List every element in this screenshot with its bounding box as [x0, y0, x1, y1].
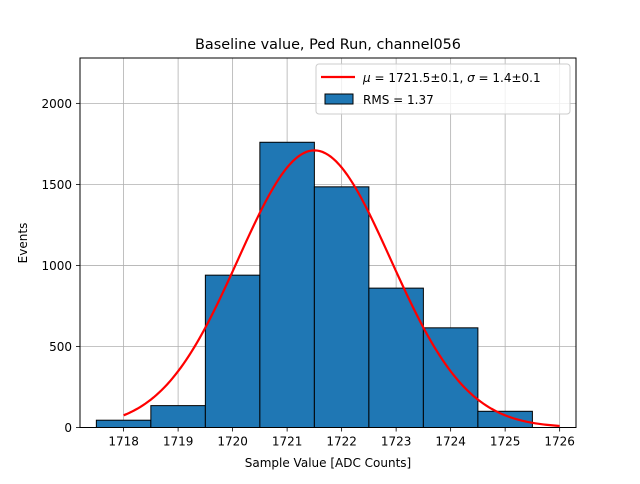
- y-axis-label: Events: [16, 223, 30, 264]
- x-tick-label: 1724: [435, 435, 466, 449]
- x-tick-label: 1718: [108, 435, 139, 449]
- x-tick-label: 1721: [272, 435, 303, 449]
- x-tick-label: 1725: [490, 435, 521, 449]
- histogram-bar: [95, 419, 152, 429]
- y-tick-label: 500: [49, 340, 72, 354]
- histogram-bar: [313, 186, 370, 428]
- y-tick-label: 0: [64, 421, 72, 435]
- x-tick-label: 1726: [544, 435, 575, 449]
- histogram-bars: [95, 141, 533, 429]
- legend-box: [315, 63, 571, 115]
- y-tick-label: 1000: [41, 259, 72, 273]
- legend-histogram-swatch: [324, 93, 354, 105]
- histogram-bar: [422, 327, 479, 429]
- x-tick-label: 1722: [326, 435, 357, 449]
- gaussian-fit-curve: [123, 149, 560, 428]
- y-tick-label: 2000: [41, 97, 72, 111]
- histogram-bar: [477, 410, 533, 428]
- histogram-bar: [150, 405, 206, 428]
- y-axis-ticks: 0 500 1000 1500 2000: [41, 97, 80, 435]
- legend-histogram-label: RMS = 1.37: [363, 93, 434, 107]
- histogram-bar: [368, 287, 424, 428]
- x-tick-label: 1720: [217, 435, 248, 449]
- x-axis-label: Sample Value [ADC Counts]: [245, 456, 411, 470]
- histogram-bar: [204, 274, 261, 429]
- x-axis-ticks: 1718 1719 1720 1721 1722 1723 1724 1725 1726: [108, 427, 575, 449]
- histogram-bar: [259, 141, 315, 428]
- chart-title: Baseline value, Ped Run, channel056: [195, 37, 461, 53]
- x-tick-label: 1723: [381, 435, 412, 449]
- plot-frame: [79, 57, 577, 428]
- y-tick-label: 1500: [41, 178, 72, 192]
- legend-fit-label: μ = 1721.5±0.1, σ = 1.4±0.1: [362, 71, 541, 85]
- x-tick-label: 1719: [163, 435, 194, 449]
- legend: μ = 1721.5±0.1, σ = 1.4±0.1 RMS = 1.37: [315, 63, 571, 115]
